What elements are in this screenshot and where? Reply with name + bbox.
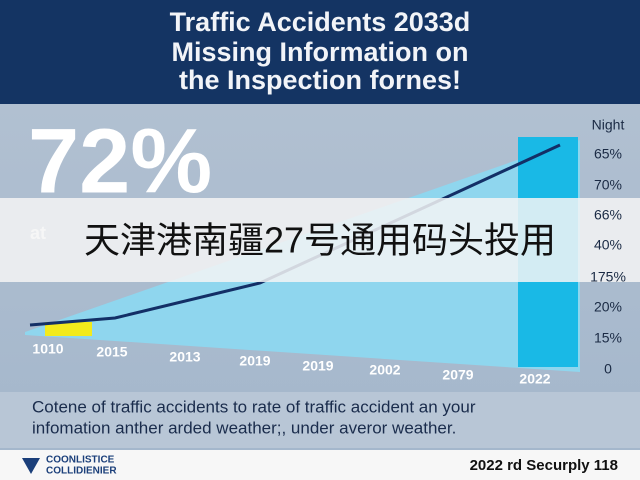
axis-label: 66% [594, 207, 622, 223]
axis-label: 2013 [169, 349, 200, 365]
axis-label: 2022 [519, 371, 550, 387]
title-line: Traffic Accidents 2033d [170, 7, 471, 37]
banner [0, 198, 640, 282]
axis-label: 2002 [369, 362, 400, 378]
axis-label: 2015 [96, 344, 127, 360]
yellow-patch [45, 322, 92, 336]
banner-text: 天津港南疆27号通用码头投用 [84, 220, 556, 261]
axis-label: 65% [594, 146, 622, 162]
axis-label: 1010 [32, 341, 63, 357]
axis-label: 175% [590, 269, 626, 285]
axis-label: 70% [594, 177, 622, 193]
axis-label: 40% [594, 237, 622, 253]
axis-label: 2019 [302, 358, 333, 374]
footer-left: COONLISTICE [46, 455, 115, 466]
axis-label: 2019 [239, 353, 270, 369]
footer-band [0, 450, 640, 480]
footer-logo [22, 458, 40, 474]
footer-left: COLLIDIENIER [46, 466, 117, 477]
axis-label: 2079 [442, 367, 473, 383]
axis-label: 15% [594, 330, 622, 346]
caption-band [0, 392, 640, 448]
footer-right: 2022 rd Securply 118 [470, 457, 618, 474]
header-band [0, 0, 640, 104]
axis-label: Night [592, 117, 625, 133]
big-stat: 72% [28, 110, 212, 212]
title-line: Missing Information on [172, 37, 469, 67]
caption-line: infomation anther arded weather;, under … [32, 418, 456, 437]
title-line: the Inspection fornes! [179, 65, 461, 95]
axis-label: 0 [604, 361, 612, 377]
axis-label: 20% [594, 299, 622, 315]
caption-line: Cotene of traffic accidents to rate of t… [32, 397, 476, 416]
